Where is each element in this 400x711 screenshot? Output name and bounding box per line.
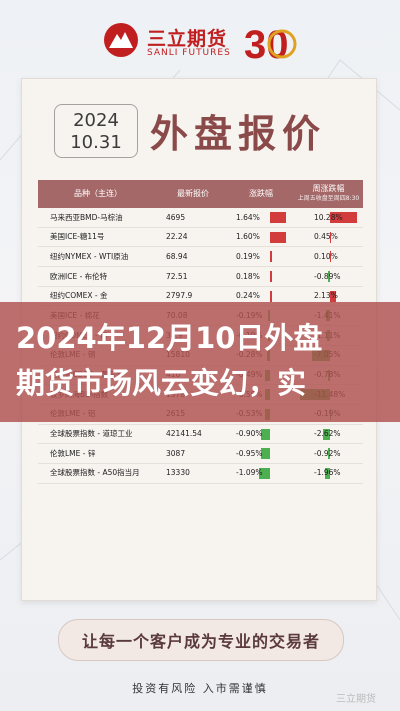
week-text: -0.92% <box>314 448 341 458</box>
chg-bar <box>270 212 287 223</box>
week-bar <box>330 212 357 223</box>
cell-price: 2797.9 <box>166 291 193 301</box>
cell-price: 13330 <box>166 468 190 478</box>
header-name: 品种（主连） <box>74 189 122 198</box>
cell-chg: 1.60% <box>234 228 290 246</box>
week-text: -2.62% <box>314 429 341 439</box>
week-text: -1.96% <box>314 468 341 478</box>
week-bar <box>327 448 330 460</box>
watermark: 三立期货 <box>336 694 376 705</box>
week-text: 0.45% <box>314 232 338 242</box>
chg-text: 0.18% <box>236 271 260 281</box>
header-week-label: 周涨跌幅 <box>312 184 345 193</box>
table-row: 全球股票指数 - 道琼工业 42141.54 -0.90% -2.62% <box>38 425 363 445</box>
week-bar <box>323 428 330 440</box>
date-year: 2024 <box>73 110 119 131</box>
cell-week: -0.92% <box>300 444 362 462</box>
date-badge: 2024 10.31 <box>54 104 138 158</box>
chg-bar <box>261 428 270 440</box>
chg-text: -1.09% <box>236 468 263 478</box>
week-bar <box>330 290 336 302</box>
week-text: 0.10% <box>314 251 338 261</box>
header-chg: 涨跌幅 <box>249 189 273 198</box>
cell-price: 22.24 <box>166 232 188 242</box>
cell-week: 0.10% <box>300 247 362 265</box>
brand-name-en: SANLI FUTURES <box>147 48 231 58</box>
chg-bar <box>260 448 270 460</box>
chg-bar <box>259 467 270 479</box>
table-row: 纽约NYMEX - WTI原油 68.94 0.19% 0.10% <box>38 247 363 268</box>
chg-bar <box>270 231 286 243</box>
headline-text: 2024年12月10日外盘 期货市场风云变幻，实 <box>16 316 388 406</box>
header-price: 最新报价 <box>177 189 209 198</box>
cell-chg: 0.24% <box>234 287 290 305</box>
week-bar <box>327 271 330 283</box>
headline-line-1: 2024年12月10日外盘 <box>16 321 323 355</box>
week-bar <box>324 467 330 479</box>
chg-bar <box>270 290 273 302</box>
cell-price: 72.51 <box>166 271 188 281</box>
cell-price: 3087 <box>166 448 186 458</box>
cell-chg: -0.90% <box>234 425 290 443</box>
headline-banner: 2024年12月10日外盘 期货市场风云变幻，实 <box>0 302 400 422</box>
cell-chg: -0.95% <box>234 444 290 462</box>
cell-price: 68.94 <box>166 251 188 261</box>
chg-bar <box>270 271 272 283</box>
table-row: 马来西亚BMD-马棕油 4695 1.64% 10.28% <box>38 208 363 228</box>
cell-name: 马来西亚BMD-马棕油 <box>50 212 123 222</box>
cell-week: -2.62% <box>300 425 362 443</box>
cell-chg: 1.64% <box>234 208 290 226</box>
chg-bar <box>270 251 272 263</box>
cell-week: -1.96% <box>300 464 362 482</box>
brand-name-cn: 三立期货 <box>147 28 228 50</box>
week-bar <box>330 231 332 243</box>
table-row: 欧洲ICE - 布伦特 72.51 0.18% -0.89% <box>38 267 363 287</box>
cell-name: 纽约NYMEX - WTI原油 <box>50 251 129 261</box>
cell-name: 欧洲ICE - 布伦特 <box>50 271 108 281</box>
cell-price: 42141.54 <box>166 429 202 439</box>
week-text: 10.28% <box>314 212 343 222</box>
cell-chg: 0.19% <box>234 247 290 265</box>
chg-text: -0.90% <box>236 429 263 439</box>
page-title: 外盘报价 <box>150 112 327 156</box>
chg-text: 0.19% <box>236 251 260 261</box>
risk-notice: 投资有风险 入市需谨慎 <box>132 682 268 695</box>
chg-text: 0.24% <box>236 291 260 301</box>
cell-chg: -1.09% <box>234 464 290 482</box>
cell-name: 全球股票指数 - 道琼工业 <box>50 429 133 439</box>
table-row: 全球股票指数 - A50指当月 13330 -1.09% -1.96% <box>38 464 363 484</box>
cell-name: 伦敦LME - 锌 <box>50 448 96 458</box>
cell-week: 10.28% <box>300 208 362 226</box>
chg-text: 1.60% <box>236 232 260 242</box>
sanli-logo-icon <box>104 23 138 57</box>
brand-header: 三立期货 SANLI FUTURES 30 <box>0 0 400 78</box>
anniversary-30-icon: 30 <box>244 23 297 67</box>
date-day: 10.31 <box>70 132 122 153</box>
cell-name: 纽约COMEX - 金 <box>50 291 108 301</box>
cell-name: 美国ICE-糖11号 <box>50 232 105 242</box>
cell-week: 0.45% <box>300 228 362 246</box>
cell-week: -0.89% <box>300 267 362 285</box>
week-text: -0.89% <box>314 271 341 281</box>
table-row: 美国ICE-糖11号 22.24 1.60% 0.45% <box>38 228 363 248</box>
cell-chg: 0.18% <box>234 267 290 285</box>
header-week-sub: 上周五收盘至周四8:30 <box>297 195 360 202</box>
headline-line-2: 期货市场风云变幻，实 <box>16 366 307 400</box>
slogan-button[interactable]: 让每一个客户成为专业的交易者 <box>58 619 344 661</box>
cell-name: 全球股票指数 - A50指当月 <box>50 468 140 478</box>
cell-week: 2.13% <box>300 287 362 305</box>
week-text: 2.13% <box>314 291 338 301</box>
chg-text: 1.64% <box>236 212 260 222</box>
table-row: 伦敦LME - 锌 3087 -0.95% -0.92% <box>38 444 363 464</box>
header-week: 周涨跌幅 上周五收盘至周四8:30 <box>294 180 363 208</box>
cell-price: 4695 <box>166 212 186 222</box>
chg-text: -0.95% <box>236 448 263 458</box>
table-header: 品种（主连） 最新报价 涨跌幅 周涨跌幅 上周五收盘至周四8:30 <box>38 180 363 208</box>
